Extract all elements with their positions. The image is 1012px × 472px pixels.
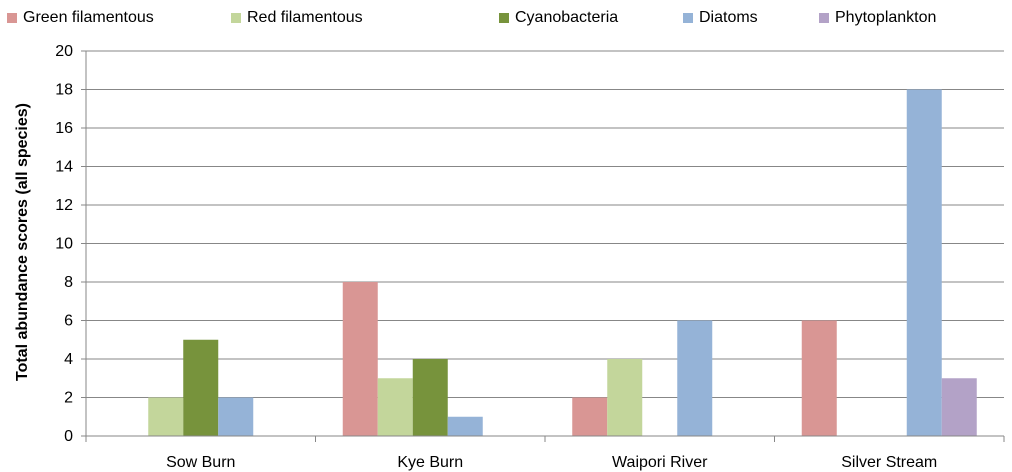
- legend-label: Cyanobacteria: [515, 9, 619, 26]
- legend-item-phytoplankton: Phytoplankton: [819, 7, 936, 29]
- bar-red-filamentous-sow-burn: [148, 397, 184, 436]
- legend-label: Green filamentous: [23, 9, 154, 26]
- bar-red-filamentous-kye-burn: [377, 378, 413, 436]
- bar-green-filamentous-waipori-river: [572, 397, 608, 436]
- legend-item-diatoms: Diatoms: [683, 7, 758, 29]
- bar-phytoplankton-silver-stream: [941, 378, 977, 436]
- y-tick-label: 10: [55, 236, 73, 253]
- y-tick-label: 0: [64, 428, 73, 445]
- y-tick-label: 20: [55, 43, 73, 60]
- legend-swatch: [683, 13, 693, 23]
- y-tick-label: 14: [55, 159, 73, 176]
- legend-item-red-filamentous: Red filamentous: [231, 7, 363, 29]
- legend-swatch: [499, 13, 509, 23]
- legend-swatch: [231, 13, 241, 23]
- legend-label: Phytoplankton: [835, 9, 937, 26]
- bar-diatoms-silver-stream: [906, 89, 942, 436]
- legend-label: Diatoms: [699, 9, 758, 26]
- y-tick-label: 6: [64, 313, 73, 330]
- legend: Green filamentous Red filamentous Cyanobac…: [0, 7, 1012, 29]
- legend-label: Red filamentous: [247, 9, 363, 26]
- x-tick-label: Waipori River: [612, 454, 708, 471]
- legend-swatch: [7, 13, 17, 23]
- x-tick-label: Sow Burn: [166, 454, 235, 471]
- x-tick-labels: Sow Burn Kye Burn Waipori River Silver Stre…: [166, 454, 937, 471]
- bar-red-filamentous-waipori-river: [607, 359, 643, 436]
- y-axis-label: Total abundance scores (all species): [14, 103, 31, 381]
- x-tick-label: Kye Burn: [397, 454, 463, 471]
- bar-green-filamentous-silver-stream: [801, 320, 837, 436]
- y-tick-label: 8: [64, 274, 73, 291]
- legend-swatch: [819, 13, 829, 23]
- y-tick-label: 16: [55, 120, 73, 137]
- legend-item-green-filamentous: Green filamentous: [7, 7, 154, 29]
- bar-green-filamentous-kye-burn: [342, 282, 378, 436]
- y-tick-labels: 0 2 4 6 8 10 12 14 16 18 20: [55, 43, 73, 445]
- y-tick-label: 12: [55, 197, 73, 214]
- bar-diatoms-waipori-river: [677, 320, 713, 436]
- gridlines: [86, 50, 1004, 398]
- y-tick-label: 18: [55, 82, 73, 99]
- bars: [148, 89, 977, 436]
- y-tick-label: 2: [64, 390, 73, 407]
- bar-cyanobacteria-sow-burn: [183, 339, 219, 436]
- legend-item-cyanobacteria: Cyanobacteria: [499, 7, 618, 29]
- bar-diatoms-sow-burn: [218, 397, 254, 436]
- y-tick-label: 4: [64, 351, 73, 368]
- bar-cyanobacteria-kye-burn: [412, 359, 448, 436]
- bar-diatoms-kye-burn: [447, 416, 483, 436]
- axes: [81, 50, 1005, 442]
- x-tick-label: Silver Stream: [841, 454, 937, 471]
